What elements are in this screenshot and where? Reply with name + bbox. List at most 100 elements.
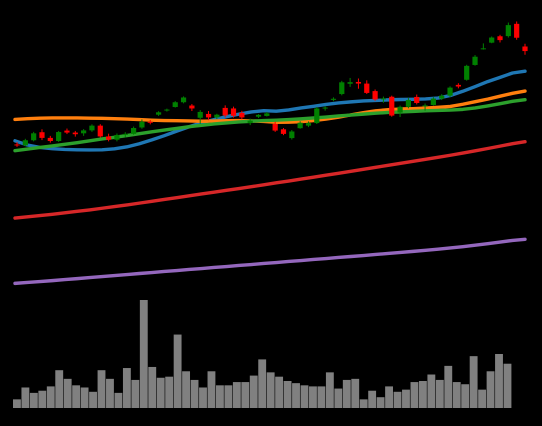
candle-down [364, 80, 370, 95]
volume-bar [325, 372, 334, 408]
candle-up [314, 107, 320, 124]
volume-bar [215, 385, 224, 408]
candle-body [355, 81, 362, 84]
candle-body [39, 132, 45, 138]
candle-body [455, 84, 461, 87]
candle-down [147, 119, 153, 125]
candle-down [389, 95, 395, 117]
volume-bar [97, 370, 106, 408]
candle-down [222, 105, 228, 118]
volume-bar [444, 365, 453, 408]
candle-body [239, 112, 245, 118]
moving-average-line [13, 140, 527, 220]
candle-body [97, 125, 103, 137]
volume-bar [165, 376, 174, 408]
candle-body [280, 129, 287, 134]
candle-body [405, 100, 412, 107]
candle-down [106, 133, 112, 142]
candle-body [64, 130, 70, 133]
volume-bar [359, 399, 368, 408]
candle-up [322, 106, 328, 111]
candle-up [289, 130, 295, 140]
candle-body [472, 56, 478, 65]
candle-up [247, 118, 253, 126]
volume-bar [275, 376, 284, 408]
volume-bar [427, 374, 436, 408]
volume-bars [13, 300, 512, 408]
volume-bar [148, 366, 157, 408]
candle-up [505, 22, 511, 38]
moving-average-line [13, 237, 527, 286]
candle-down [189, 104, 195, 112]
candle-body [122, 133, 128, 135]
candle-up [122, 132, 128, 138]
candle-up [305, 121, 312, 128]
candle-body [514, 23, 520, 38]
candle-body [330, 98, 337, 100]
volume-bar [385, 386, 393, 408]
volume-bar [258, 359, 267, 408]
volume-bar [452, 382, 461, 408]
candle-up [172, 101, 178, 108]
candle-body [489, 37, 495, 43]
volume-bar [469, 356, 478, 408]
volume-bar [342, 379, 351, 408]
volume-bar [317, 386, 326, 408]
moving-average-line [13, 97, 527, 153]
volume-bar [173, 334, 182, 408]
candle-body [305, 123, 312, 126]
volume-bar [461, 384, 470, 408]
candle-body [264, 113, 270, 116]
candle-body [189, 105, 195, 109]
candle-up [330, 97, 337, 102]
candle-body [397, 106, 403, 113]
volume-bar [300, 385, 309, 408]
candle-up [472, 55, 478, 66]
candle-up [164, 108, 170, 112]
candle-body [81, 130, 87, 134]
volume-bar [114, 392, 123, 408]
candle-down [239, 110, 245, 120]
volume-bar [190, 379, 199, 408]
candle-body [372, 91, 378, 100]
candle-body [389, 96, 395, 116]
candle-up [81, 129, 87, 136]
volume-bar [199, 387, 207, 408]
volume-bar [232, 382, 241, 408]
volume-bar [13, 399, 21, 408]
candle-down [414, 94, 420, 105]
candle-body [214, 114, 220, 118]
candle-body [380, 98, 387, 100]
candle-body [14, 144, 20, 146]
candle-body [72, 132, 78, 135]
candle-body [22, 140, 28, 146]
candle-up [489, 36, 495, 44]
volume-bar [156, 377, 165, 408]
candle-up [56, 130, 62, 142]
candle-body [56, 132, 62, 141]
volume-bar [503, 363, 512, 408]
candle-body [314, 108, 320, 124]
candle-body [364, 83, 370, 93]
volume-bar [249, 375, 258, 408]
candle-up [180, 96, 187, 104]
candle-down [64, 128, 70, 135]
candle-body [114, 134, 120, 140]
candle-body [147, 121, 153, 123]
candle-down [514, 21, 520, 40]
candle-down [522, 43, 528, 55]
volume-bar [21, 387, 30, 408]
volume-bar [495, 354, 503, 408]
candle-up [214, 113, 220, 120]
candle-down [97, 124, 103, 138]
volume-bar [393, 391, 402, 408]
volume-bar [478, 389, 487, 408]
candle-up [447, 86, 453, 98]
volume-bar [486, 371, 495, 408]
candle-body [322, 107, 328, 109]
candle-down [280, 128, 287, 136]
volume-bar [241, 382, 250, 408]
candle-down [72, 130, 78, 137]
volume-bar [283, 381, 292, 408]
candle-body [497, 36, 503, 41]
